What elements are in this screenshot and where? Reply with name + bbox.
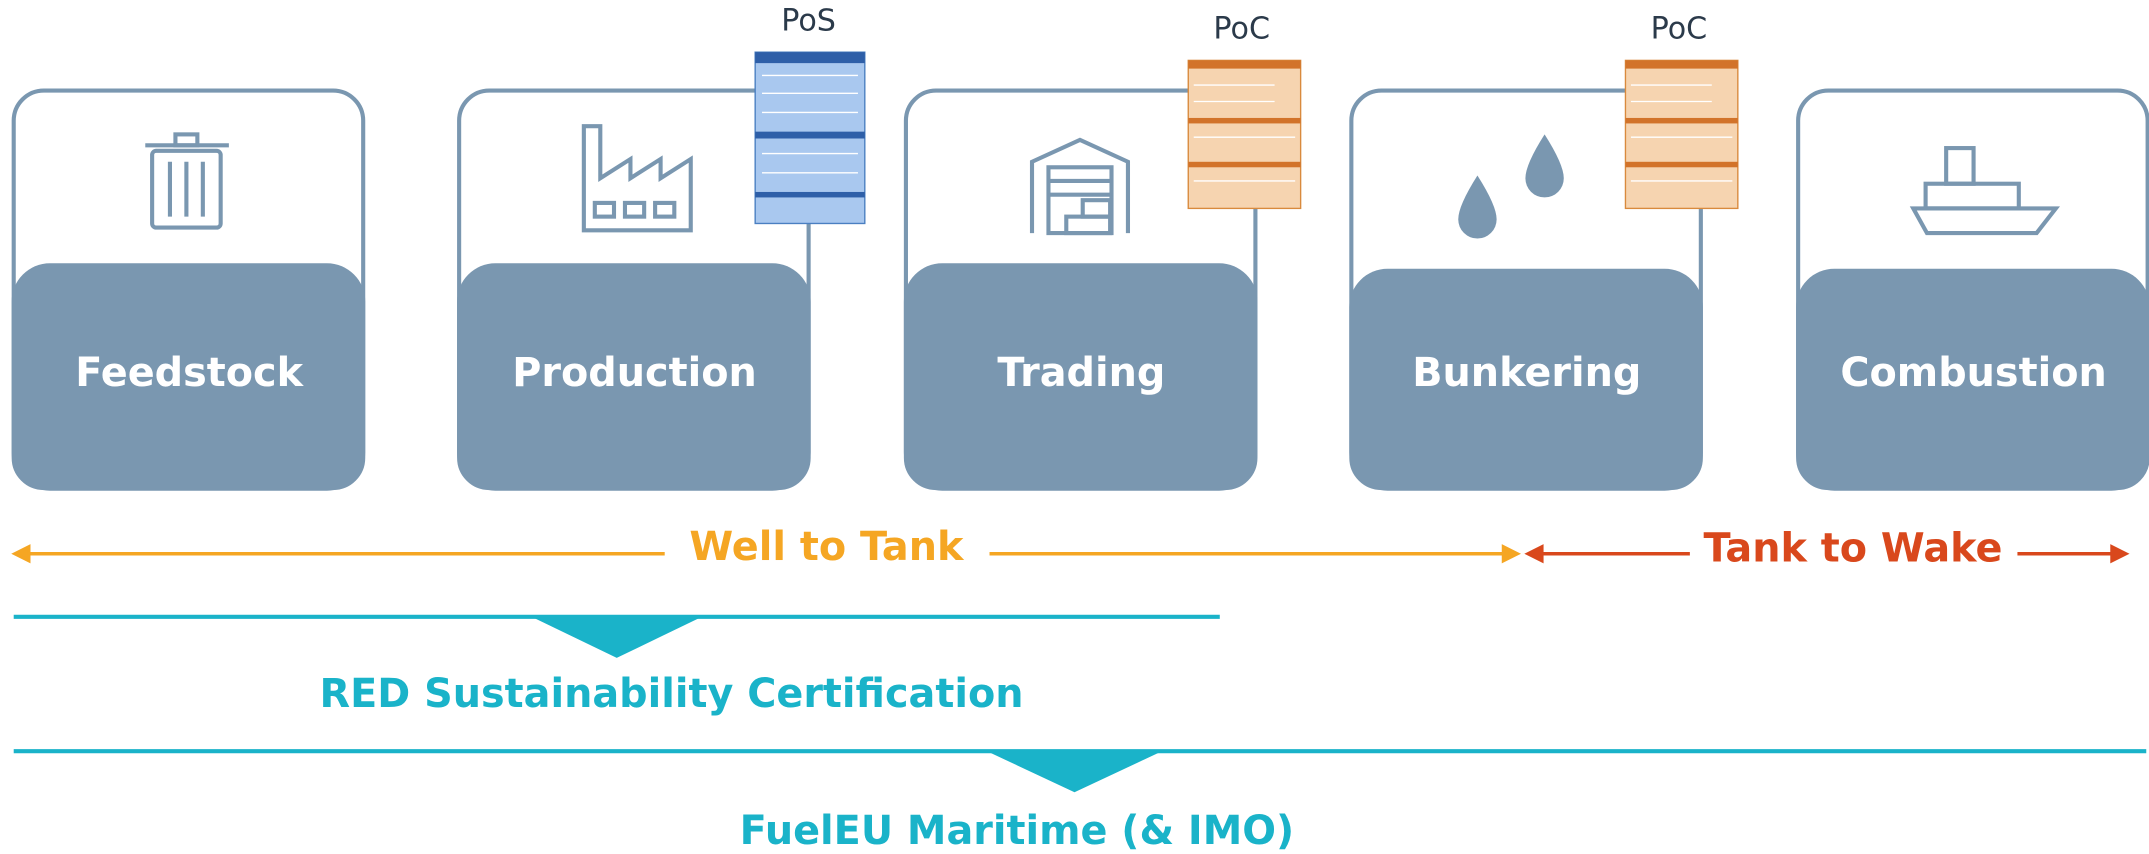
red-scope <box>14 617 1220 658</box>
document-label: PoC <box>1213 12 1270 47</box>
factory-icon <box>584 126 691 230</box>
page: {"stages": [{"label": "Feedstock"}, {"la… <box>0 0 2149 854</box>
stage-label: Bunkering <box>1412 350 1641 396</box>
warehouse-icon <box>1032 140 1128 233</box>
poc-document <box>1625 60 1737 208</box>
phase-label: Well to Tank <box>689 524 965 570</box>
icons <box>145 126 2056 233</box>
document-label: PoS <box>781 4 836 39</box>
pos-document <box>755 52 865 223</box>
diagram: Feedstock Production Trading Bunkering Combu… <box>0 0 2149 854</box>
bin-icon <box>145 134 229 227</box>
stage-label: Production <box>512 350 756 396</box>
stage-label: Trading <box>997 350 1165 396</box>
ship-icon <box>1913 148 2056 233</box>
drops-icon <box>1458 134 1564 238</box>
phase-label: Tank to Wake <box>1703 526 2002 572</box>
scheme-label: RED Sustainability Certification <box>320 671 1024 717</box>
scheme-label: FuelEU Maritime (& IMO) <box>740 808 1295 854</box>
poc-document <box>1188 60 1300 208</box>
stage-label: Combustion <box>1840 350 2106 396</box>
fueleu-scope <box>14 751 2147 792</box>
stage-label: Feedstock <box>75 350 304 396</box>
stage-cards: Feedstock Production Trading Bunkering Combu… <box>12 91 2149 491</box>
document-label: PoC <box>1651 12 1708 47</box>
